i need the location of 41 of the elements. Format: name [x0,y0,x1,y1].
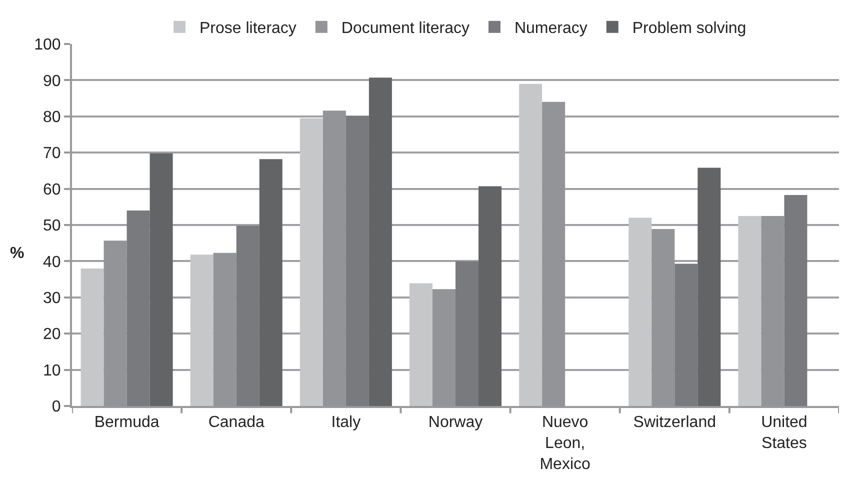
y-tick-label: 90 [43,72,61,90]
bar [628,218,652,406]
x-tick-label: Nuevo Leon, Mexico [540,414,591,473]
x-tick-label: Italy [331,414,361,432]
bar [80,268,104,406]
legend-label: Problem solving [632,20,746,38]
legend-label: Prose literacy [200,20,296,38]
bar [456,261,479,406]
bar [409,283,432,406]
y-tick-label: 20 [43,326,61,344]
bar [784,194,808,406]
y-tick-label: 30 [43,290,61,307]
y-tick-label: 50 [43,218,61,235]
y-tick-label: 100 [34,36,61,54]
y-tick-label: 70 [43,145,61,162]
bar [738,216,762,406]
y-tick-label: 40 [43,254,61,271]
bar [346,116,369,406]
bar [674,264,698,406]
bar [478,186,502,406]
bar [300,118,323,406]
y-tick-label: 10 [43,362,61,380]
y-tick-label: 80 [43,109,61,126]
bar [368,78,392,406]
bar [519,84,542,406]
bar [259,159,282,406]
legend-label: Document literacy [341,20,470,38]
y-tick-label: 0 [52,398,61,416]
y-axis-title: % [10,245,24,262]
bar [236,226,260,406]
bar [150,153,173,406]
legend-label: Numeracy [514,20,588,38]
bar [190,254,214,406]
bar [698,168,721,406]
x-tick-label: Norway [428,414,483,432]
bar [126,210,150,406]
x-tick-label: United States [761,414,808,452]
y-tick-label: 60 [43,181,61,198]
x-tick-label: Switzerland [633,414,716,432]
x-tick-label: Bermuda [94,414,160,432]
x-tick-label: Canada [208,414,264,432]
